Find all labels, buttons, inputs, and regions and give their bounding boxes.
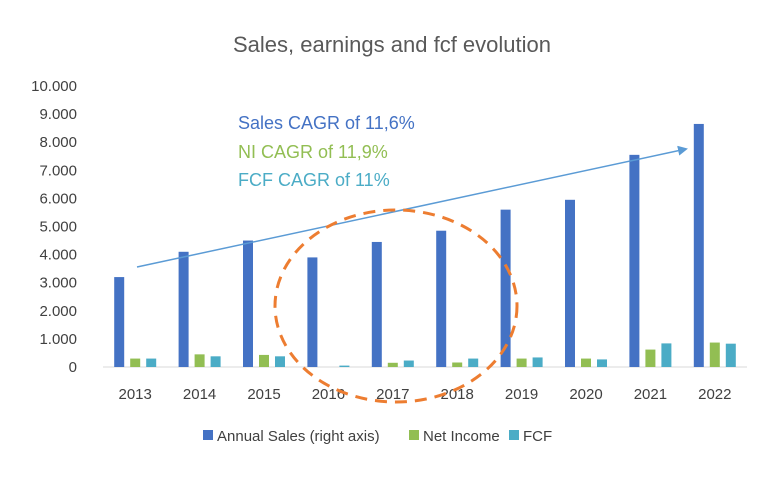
bar-0-2018 bbox=[436, 230, 447, 367]
annotation-fcf-cagr: FCF CAGR of 11% bbox=[238, 170, 390, 190]
bar-0-2019 bbox=[500, 209, 511, 367]
bar-1-2015 bbox=[259, 354, 269, 367]
trend-arrow bbox=[136, 145, 688, 268]
annotation-ni-cagr: NI CAGR of 11,9% bbox=[238, 142, 388, 162]
bar-0-2014 bbox=[178, 251, 189, 367]
bar-0-2013 bbox=[114, 277, 125, 367]
y-tick-label: 10.000 bbox=[31, 78, 77, 95]
legend-label: FCF bbox=[523, 428, 552, 445]
bar-2-2020 bbox=[597, 359, 607, 367]
y-axis: 0 1.000 2.000 3.000 4.000 5.000 6.000 7.000 8.00… bbox=[31, 78, 77, 376]
legend-swatch bbox=[509, 430, 519, 440]
chart-title: Sales, earnings and fcf evolution bbox=[233, 32, 551, 57]
bar-0-2016 bbox=[307, 257, 318, 367]
x-tick-label: 2015 bbox=[247, 386, 280, 403]
highlight-ellipse bbox=[273, 208, 519, 404]
x-tick-label: 2021 bbox=[634, 386, 667, 403]
bar-2-2014 bbox=[210, 356, 221, 367]
bar-1-2018 bbox=[452, 362, 463, 367]
bar-2-2022 bbox=[725, 343, 736, 367]
x-tick-label: 2018 bbox=[441, 386, 474, 403]
bar-1-2013 bbox=[130, 358, 141, 367]
bar-0-2017 bbox=[371, 241, 382, 367]
legend-label: Net Income bbox=[423, 428, 500, 445]
bar-2-2021 bbox=[661, 343, 672, 367]
legend-label: Annual Sales (right axis) bbox=[217, 428, 380, 445]
x-tick-label: 2017 bbox=[376, 386, 409, 403]
x-tick-label: 2022 bbox=[698, 386, 731, 403]
bar-2-2018 bbox=[468, 358, 479, 367]
y-tick-label: 3.000 bbox=[39, 275, 77, 292]
y-tick-label: 8.000 bbox=[39, 134, 77, 151]
bar-0-2021 bbox=[629, 154, 640, 367]
x-tick-label: 2019 bbox=[505, 386, 538, 403]
x-tick-label: 2014 bbox=[183, 386, 216, 403]
x-axis: 2013 2014 2015 2016 2017 2018 2019 2020 2021 2022 bbox=[119, 386, 732, 403]
bar-1-2021 bbox=[645, 349, 656, 367]
bar-2-2016 bbox=[339, 365, 350, 367]
y-tick-label: 4.000 bbox=[39, 247, 77, 264]
bar-1-2020 bbox=[581, 358, 591, 367]
bar-1-2022 bbox=[709, 342, 720, 367]
legend-swatch bbox=[203, 430, 213, 440]
y-tick-label: 7.000 bbox=[39, 162, 77, 179]
bar-2-2015 bbox=[275, 356, 285, 367]
legend: Annual Sales (right axis) Net Income FCF bbox=[203, 428, 552, 445]
bar-1-2017 bbox=[387, 362, 398, 367]
x-tick-label: 2020 bbox=[569, 386, 602, 403]
bars-group bbox=[114, 123, 736, 367]
legend-swatch bbox=[409, 430, 419, 440]
bar-2-2013 bbox=[146, 358, 157, 367]
y-tick-label: 9.000 bbox=[39, 106, 77, 123]
bar-2-2017 bbox=[403, 360, 414, 367]
y-tick-label: 2.000 bbox=[39, 303, 77, 320]
y-tick-label: 0 bbox=[69, 359, 77, 376]
bar-0-2015 bbox=[243, 240, 253, 367]
bar-0-2022 bbox=[693, 123, 704, 367]
y-tick-label: 1.000 bbox=[39, 331, 77, 348]
y-tick-label: 5.000 bbox=[39, 219, 77, 236]
annotation-sales-cagr: Sales CAGR of 11,6% bbox=[238, 113, 415, 133]
x-tick-label: 2013 bbox=[119, 386, 152, 403]
x-tick-label: 2016 bbox=[312, 386, 345, 403]
bar-0-2020 bbox=[565, 199, 575, 367]
bar-1-2014 bbox=[194, 354, 205, 367]
bar-2-2019 bbox=[532, 357, 543, 367]
bar-1-2019 bbox=[516, 358, 527, 367]
y-tick-label: 6.000 bbox=[39, 190, 77, 207]
